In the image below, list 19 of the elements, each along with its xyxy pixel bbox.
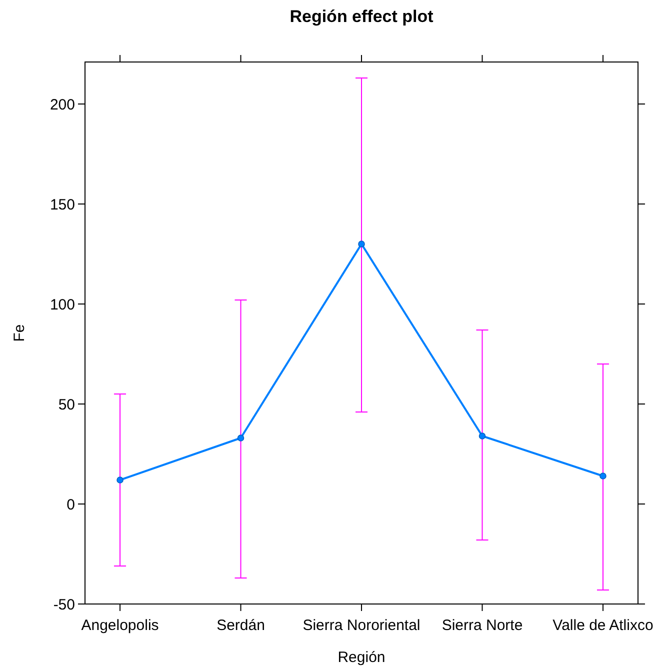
x-tick-label: Sierra Nororiental [302,617,420,634]
x-tick-label: Serdán [216,617,265,634]
x-axis-title: Región [338,649,386,666]
point [478,432,486,440]
point [116,476,124,484]
y-tick-label: 150 [50,196,75,214]
x-tick-label: Sierra Norte [442,617,523,634]
point [600,472,606,480]
y-tick-label: 200 [50,96,75,114]
x-tick-label: Angelopolis [81,617,159,634]
chart-title: Región effect plot [290,7,434,26]
point [358,240,365,248]
y-axis-title: Fe [11,324,28,342]
y-tick-label: 100 [50,296,75,314]
y-tick-label: 0 [66,496,75,514]
y-tick-label: 50 [58,396,75,414]
y-tick-label: -50 [53,596,75,614]
point [237,434,244,442]
x-tick-label: Valle de Atlixco [552,617,654,634]
